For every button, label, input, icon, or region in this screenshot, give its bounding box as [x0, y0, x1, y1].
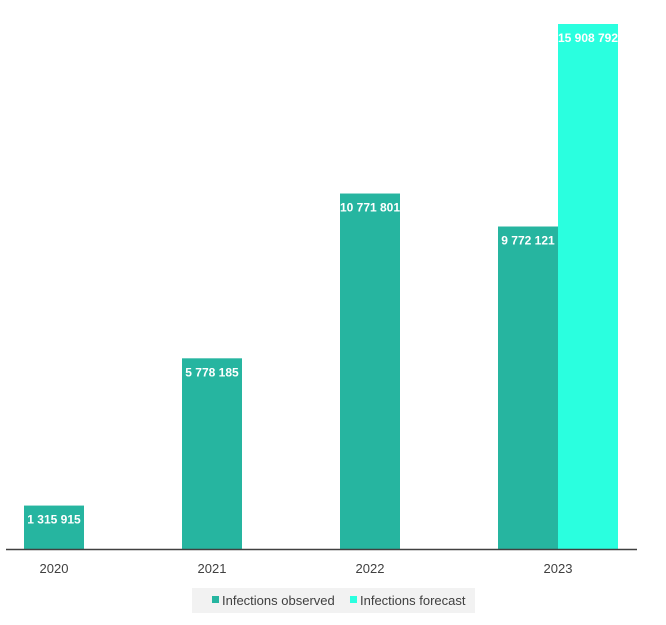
legend-background: [192, 588, 475, 613]
bar-2022-series-0: [340, 193, 400, 549]
x-tick-label-2021: 2021: [198, 561, 227, 576]
data-label-2021-series-0: 5 778 185: [185, 365, 239, 379]
data-labels-layer: 1 315 915 5 778 185 10 771 801 9 772 121 15 …: [27, 31, 618, 527]
bar-2023-series-1: [558, 24, 618, 549]
legend-label-1: Infections forecast: [360, 593, 466, 608]
legend: Infections observed Infections forecast: [192, 588, 475, 613]
legend-swatch-0: [212, 596, 219, 603]
x-tick-label-2023: 2023: [544, 561, 573, 576]
bar-2020-series-0: [24, 505, 84, 549]
data-label-2023-series-1: 15 908 792: [558, 31, 618, 45]
legend-label-0: Infections observed: [222, 593, 335, 608]
x-tick-label-2020: 2020: [40, 561, 69, 576]
data-label-2020-series-0: 1 315 915: [27, 513, 81, 527]
x-tick-labels: 2020 2021 2022 2023: [40, 561, 573, 576]
x-tick-label-2022: 2022: [356, 561, 385, 576]
legend-swatch-1: [350, 596, 357, 603]
data-label-2022-series-0: 10 771 801: [340, 201, 400, 215]
bar-2023-series-0: [498, 226, 558, 549]
bar-2021-series-0: [182, 358, 242, 549]
data-label-2023-series-0: 9 772 121: [501, 234, 555, 248]
bars-layer: [24, 24, 618, 549]
